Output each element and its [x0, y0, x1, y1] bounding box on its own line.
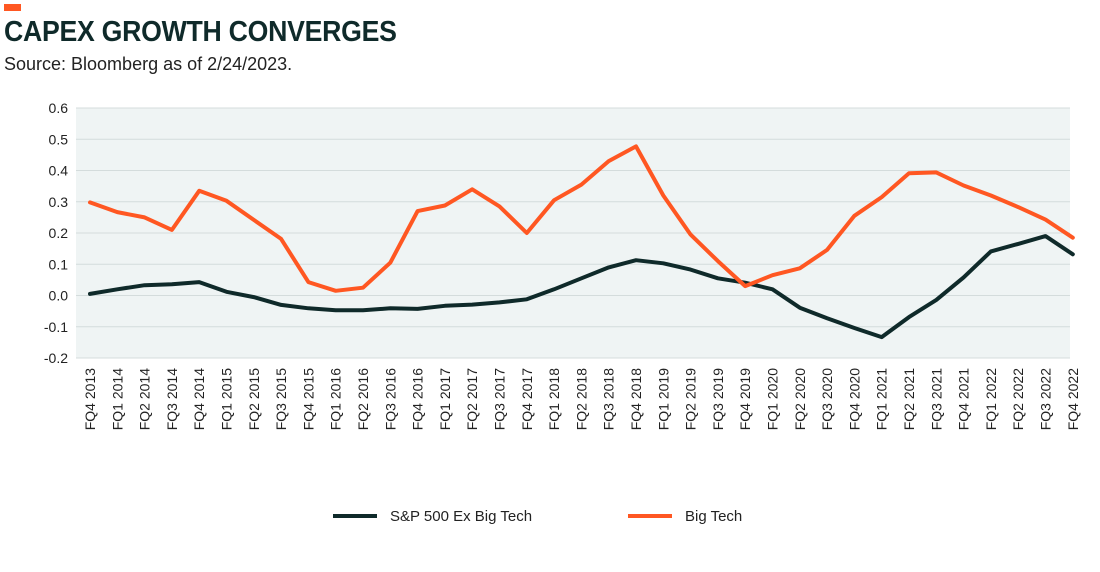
x-tick-label: FQ4 2018: [628, 368, 644, 430]
series-line-big-tech: [88, 144, 1075, 293]
x-tick-label: FQ1 2022: [983, 368, 999, 430]
x-tick-label: FQ2 2021: [901, 368, 917, 430]
x-tick-label: FQ4 2013: [82, 368, 98, 430]
x-tick-label: FQ1 2014: [109, 368, 125, 430]
x-tick-label: FQ4 2016: [410, 368, 426, 430]
x-tick-label: FQ2 2019: [683, 368, 699, 430]
x-tick-label: FQ4 2019: [737, 368, 753, 430]
chart-source-note: Source: Bloomberg as of 2/24/2023.: [4, 54, 293, 74]
chart-title: CAPEX GROWTH CONVERGES: [4, 16, 397, 48]
x-tick-label: FQ3 2018: [601, 368, 617, 430]
y-tick-label: 0.0: [49, 288, 69, 304]
x-tick-label: FQ1 2016: [328, 368, 344, 430]
x-tick-label: FQ4 2017: [519, 368, 535, 430]
y-tick-label: 0.3: [49, 194, 69, 210]
y-tick-label: 0.5: [49, 131, 69, 147]
x-tick-label: FQ1 2015: [219, 368, 235, 430]
x-tick-label: FQ3 2016: [382, 368, 398, 430]
x-tick-label: FQ1 2021: [874, 368, 890, 430]
x-tick-label: FQ1 2020: [765, 368, 781, 430]
x-tick-label: FQ3 2015: [273, 368, 289, 430]
x-tick-label: FQ2 2014: [137, 368, 153, 430]
x-tick-label: FQ1 2018: [546, 368, 562, 430]
x-tick-label: FQ2 2015: [246, 368, 262, 430]
x-tick-label: FQ3 2022: [1038, 368, 1054, 430]
x-tick-label: FQ2 2022: [1010, 368, 1026, 430]
y-tick-label: 0.2: [49, 225, 69, 241]
legend-label: S&P 500 Ex Big Tech: [390, 508, 532, 525]
x-tick-label: FQ4 2015: [300, 368, 316, 430]
series-line-sp500-ex-big-tech: [88, 234, 1075, 340]
x-tick-label: FQ3 2019: [710, 368, 726, 430]
accent-bar: [4, 4, 21, 11]
y-tick-label: 0.4: [49, 163, 69, 179]
x-tick-label: FQ4 2022: [1065, 368, 1081, 430]
y-tick-label: 0.6: [49, 100, 69, 116]
x-tick-label: FQ3 2017: [492, 368, 508, 430]
x-tick-label: FQ1 2017: [437, 368, 453, 430]
x-tick-label: FQ3 2021: [928, 368, 944, 430]
legend-label: Big Tech: [685, 508, 742, 525]
x-tick-label: FQ4 2020: [846, 368, 862, 430]
y-tick-label: -0.2: [44, 350, 68, 366]
x-tick-label: FQ4 2021: [956, 368, 972, 430]
x-tick-label: FQ2 2020: [792, 368, 808, 430]
x-tick-label: FQ2 2016: [355, 368, 371, 430]
x-tick-label: FQ3 2020: [819, 368, 835, 430]
y-tick-label: 0.1: [49, 256, 69, 272]
x-tick-label: FQ1 2019: [655, 368, 671, 430]
x-tick-label: FQ2 2018: [573, 368, 589, 430]
y-tick-label: -0.1: [44, 319, 68, 335]
x-tick-label: FQ2 2017: [464, 368, 480, 430]
x-tick-label: FQ4 2014: [191, 368, 207, 430]
x-tick-label: FQ3 2014: [164, 368, 180, 430]
